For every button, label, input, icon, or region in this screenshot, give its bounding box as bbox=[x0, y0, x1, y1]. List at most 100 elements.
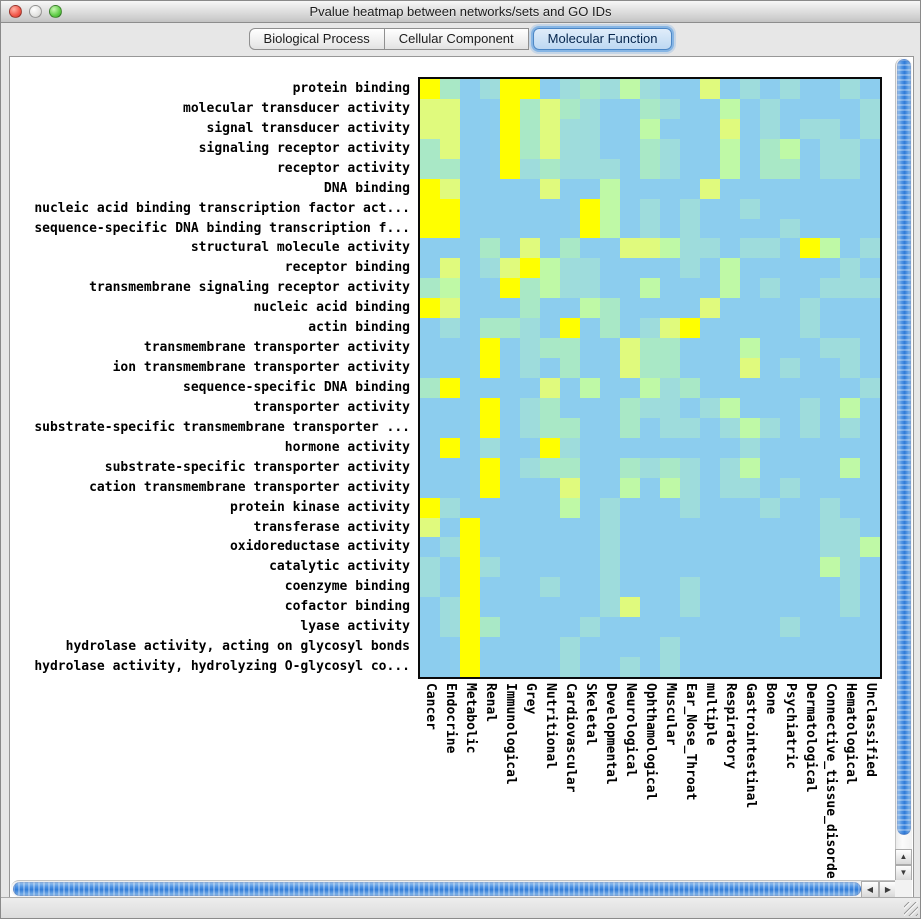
heatmap-cell bbox=[420, 397, 440, 418]
heatmap-cell bbox=[800, 118, 820, 139]
heatmap-cell bbox=[520, 338, 540, 359]
zoom-button[interactable] bbox=[49, 5, 62, 18]
heatmap-cell bbox=[540, 377, 560, 398]
heatmap-cell bbox=[560, 298, 580, 319]
heatmap-cell bbox=[780, 577, 800, 598]
heatmap-cell bbox=[860, 258, 880, 279]
heatmap-cell bbox=[600, 358, 620, 378]
tab-biological-process[interactable]: Biological Process bbox=[248, 28, 385, 50]
heatmap-cell bbox=[560, 318, 580, 339]
tab-cellular-component[interactable]: Cellular Component bbox=[384, 28, 529, 50]
vertical-scrollbar-thumb[interactable] bbox=[897, 59, 911, 835]
heatmap-cell bbox=[500, 218, 520, 239]
heatmap-cell bbox=[540, 79, 560, 99]
heatmap-cell bbox=[740, 657, 760, 677]
horizontal-scrollbar-track[interactable]: ◀ ▶ bbox=[11, 880, 897, 898]
heatmap-cell bbox=[480, 138, 500, 159]
heatmap-cell bbox=[560, 657, 580, 677]
heatmap-cell bbox=[500, 178, 520, 199]
heatmap-cell bbox=[540, 318, 560, 339]
heatmap-cell bbox=[700, 557, 720, 578]
heatmap-cell bbox=[640, 318, 660, 339]
heatmap-cell bbox=[600, 377, 620, 398]
heatmap-cell bbox=[600, 397, 620, 418]
heatmap-cell bbox=[780, 497, 800, 518]
heatmap-cell bbox=[420, 477, 440, 498]
heatmap-cell bbox=[520, 358, 540, 378]
heatmap-cell bbox=[460, 457, 480, 478]
heatmap-cell bbox=[680, 657, 700, 677]
heatmap-cell bbox=[600, 238, 620, 259]
heatmap-cell bbox=[600, 178, 620, 199]
arrow-down-icon: ▼ bbox=[899, 868, 908, 877]
heatmap-cell bbox=[720, 477, 740, 498]
heatmap-cell bbox=[660, 637, 680, 658]
heatmap-cell bbox=[600, 637, 620, 658]
heatmap-cell bbox=[840, 318, 860, 339]
heatmap-cell bbox=[840, 537, 860, 558]
resize-grip[interactable] bbox=[904, 902, 918, 916]
scroll-down-button[interactable]: ▼ bbox=[895, 865, 912, 881]
heatmap-cell bbox=[500, 278, 520, 299]
vertical-scrollbar-track[interactable] bbox=[895, 58, 912, 882]
minimize-button[interactable] bbox=[29, 5, 42, 18]
heatmap-cell bbox=[700, 597, 720, 618]
scroll-left-button[interactable]: ◀ bbox=[861, 881, 879, 898]
heatmap-cell bbox=[520, 198, 540, 219]
horizontal-scrollbar-thumb[interactable] bbox=[13, 882, 861, 896]
heatmap-cell bbox=[580, 198, 600, 219]
column-label: Gastrointestinal bbox=[743, 683, 758, 809]
heatmap-cell bbox=[800, 258, 820, 279]
row-label: DNA binding bbox=[323, 180, 410, 196]
column-label: Endocrine bbox=[443, 683, 458, 754]
heatmap-cell bbox=[420, 557, 440, 578]
close-button[interactable] bbox=[9, 5, 22, 18]
scroll-up-button[interactable]: ▲ bbox=[895, 849, 912, 865]
heatmap-cell bbox=[720, 138, 740, 159]
heatmap-cell bbox=[760, 457, 780, 478]
heatmap-cell bbox=[600, 477, 620, 498]
heatmap-cell bbox=[800, 457, 820, 478]
heatmap-cell bbox=[640, 258, 660, 279]
heatmap-cell bbox=[720, 258, 740, 279]
heatmap-cell bbox=[800, 537, 820, 558]
heatmap-cell bbox=[680, 477, 700, 498]
heatmap-cell bbox=[660, 358, 680, 378]
heatmap-cell bbox=[640, 79, 660, 99]
heatmap-cell bbox=[640, 457, 660, 478]
heatmap-cell bbox=[680, 298, 700, 319]
heatmap-cell bbox=[440, 258, 460, 279]
heatmap-cell bbox=[760, 377, 780, 398]
heatmap-cell bbox=[580, 278, 600, 299]
row-label: transmembrane signaling receptor activit… bbox=[89, 280, 410, 296]
heatmap-cell bbox=[480, 358, 500, 378]
heatmap-cell bbox=[620, 537, 640, 558]
heatmap-cell bbox=[860, 278, 880, 299]
heatmap-cell bbox=[580, 138, 600, 159]
heatmap-cell bbox=[820, 138, 840, 159]
heatmap-cell bbox=[460, 98, 480, 119]
arrow-left-icon: ◀ bbox=[866, 884, 874, 894]
heatmap-cell bbox=[500, 577, 520, 598]
heatmap-cell bbox=[580, 617, 600, 638]
heatmap-cell bbox=[720, 178, 740, 199]
heatmap-cell bbox=[680, 138, 700, 159]
heatmap-cell bbox=[720, 397, 740, 418]
heatmap-cell bbox=[600, 138, 620, 159]
heatmap-cell bbox=[700, 218, 720, 239]
heatmap-cell bbox=[500, 617, 520, 638]
heatmap-cell bbox=[840, 577, 860, 598]
heatmap-cell bbox=[520, 657, 540, 677]
heatmap-cell bbox=[460, 637, 480, 658]
heatmap-cell bbox=[580, 417, 600, 438]
heatmap-cell bbox=[840, 238, 860, 259]
heatmap-cell bbox=[500, 298, 520, 319]
heatmap-cell bbox=[780, 318, 800, 339]
heatmap-cell bbox=[660, 178, 680, 199]
heatmap-cell bbox=[720, 657, 740, 677]
heatmap-cell bbox=[600, 278, 620, 299]
heatmap-cell bbox=[460, 517, 480, 538]
heatmap-cell bbox=[580, 497, 600, 518]
tab-molecular-function[interactable]: Molecular Function bbox=[532, 28, 673, 50]
heatmap-cell bbox=[420, 178, 440, 199]
